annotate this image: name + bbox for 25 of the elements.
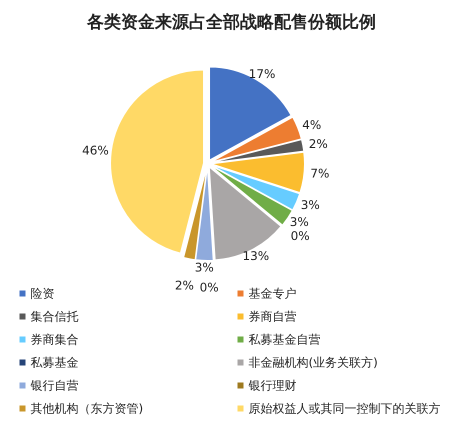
data-label: 3% <box>290 214 309 229</box>
data-label: 2% <box>308 137 328 152</box>
legend-label: 其他机构（东方资管) <box>30 402 144 416</box>
legend-label: 非金融机构(业务关联方) <box>248 356 378 370</box>
legend-label: 原始权益人或其同一控制下的关联方 <box>248 402 440 416</box>
data-label: 4% <box>302 118 322 132</box>
data-label: 46% <box>82 143 109 158</box>
legend-label: 集合信托 <box>30 310 78 324</box>
legend-label: 私募基金自营 <box>248 332 320 346</box>
legend-label: 银行理财 <box>248 378 296 392</box>
legend-label: 券商集合 <box>30 332 78 346</box>
data-label: 2% <box>174 278 194 292</box>
legend-label: 基金专户 <box>248 286 296 300</box>
data-label: 7% <box>310 166 330 180</box>
text: 0% <box>290 229 310 244</box>
legend-label: 私募基金 <box>30 356 78 370</box>
data-label: 3% <box>300 198 320 212</box>
data-label: 13% <box>242 249 270 264</box>
legend-label: 银行自营 <box>30 378 78 392</box>
chart-title: 各类资金来源占全部战略配售份额比例 <box>86 12 376 32</box>
data-label: 17% <box>248 66 276 81</box>
legend-label: 险资 <box>30 286 54 300</box>
text: 0% <box>200 280 219 294</box>
legend-label: 券商自营 <box>248 310 296 324</box>
data-label: 3% <box>194 260 214 274</box>
